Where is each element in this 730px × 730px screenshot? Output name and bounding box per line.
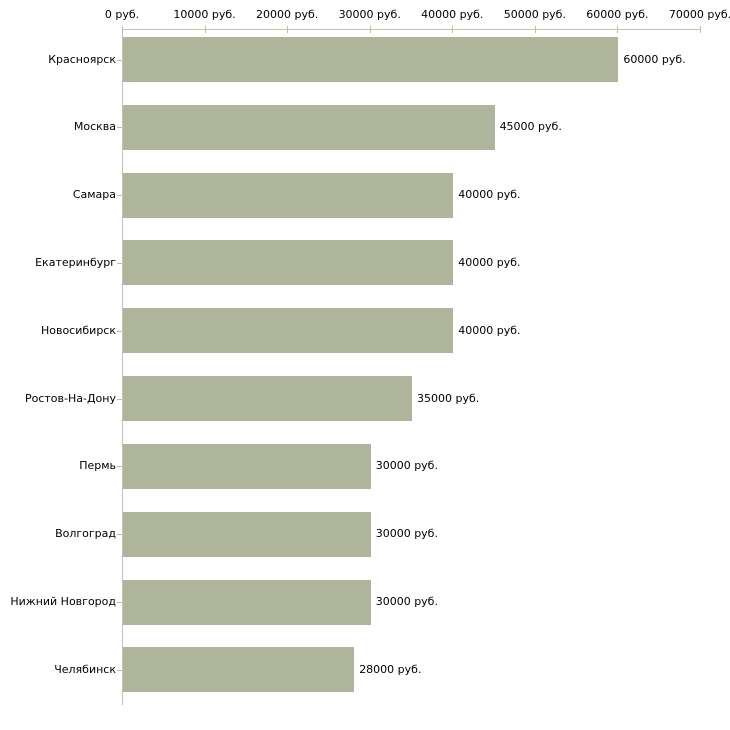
category-label: Екатеринбург [35, 255, 116, 269]
x-tick-mark [700, 26, 701, 33]
x-axis-line [122, 29, 701, 30]
value-label: 40000 руб. [458, 255, 521, 269]
x-tick-label: 10000 руб. [173, 8, 236, 21]
value-label: 30000 руб. [375, 527, 438, 541]
category-tick-mark [117, 127, 122, 129]
category-label: Москва [73, 120, 116, 134]
category-label: Челябинск [54, 662, 116, 676]
bar [123, 376, 412, 422]
category-tick-mark [117, 534, 122, 536]
category-label: Волгоград [55, 527, 116, 541]
x-tick-mark [122, 26, 123, 33]
x-tick-mark [287, 26, 289, 33]
bar [123, 647, 355, 693]
bar [123, 37, 619, 82]
x-tick-mark [452, 26, 454, 33]
value-label: 45000 руб. [499, 120, 562, 134]
category-tick-mark [117, 602, 122, 604]
bar [123, 511, 371, 557]
category-label: Ростов-На-Дону [24, 391, 116, 405]
x-tick-label: 30000 руб. [338, 8, 401, 21]
bar [123, 172, 454, 218]
category-label: Красноярск [48, 52, 116, 66]
category-label: Пермь [79, 459, 116, 473]
category-tick-mark [117, 669, 122, 671]
x-tick-label: 70000 руб. [668, 8, 730, 21]
x-tick-mark [369, 26, 371, 33]
value-label: 35000 руб. [417, 391, 480, 405]
value-label: 30000 руб. [375, 595, 438, 609]
y-axis-line [122, 29, 123, 705]
x-tick-label: 40000 руб. [421, 8, 484, 21]
x-tick-mark [204, 26, 206, 33]
value-label: 40000 руб. [458, 323, 521, 337]
category-tick-mark [117, 262, 122, 264]
bar [123, 240, 454, 286]
category-tick-mark [117, 466, 122, 468]
x-tick-label: 20000 руб. [256, 8, 319, 21]
x-tick-mark [617, 26, 619, 33]
bar [123, 579, 371, 625]
category-tick-mark [117, 398, 122, 400]
category-label: Самара [72, 188, 116, 202]
category-label: Нижний Новгород [10, 595, 116, 609]
bar [123, 308, 454, 354]
category-tick-mark [117, 330, 122, 332]
bar [123, 443, 371, 489]
category-tick-mark [117, 59, 122, 61]
x-tick-mark [534, 26, 536, 33]
value-label: 40000 руб. [458, 188, 521, 202]
bar [123, 104, 495, 150]
x-tick-label: 0 руб. [104, 8, 140, 21]
x-tick-label: 50000 руб. [503, 8, 566, 21]
value-label: 30000 руб. [375, 459, 438, 473]
category-label: Новосибирск [40, 323, 116, 337]
value-label: 28000 руб. [359, 662, 422, 676]
x-tick-label: 60000 руб. [586, 8, 649, 21]
category-tick-mark [117, 195, 122, 197]
value-label: 60000 руб. [623, 52, 686, 66]
